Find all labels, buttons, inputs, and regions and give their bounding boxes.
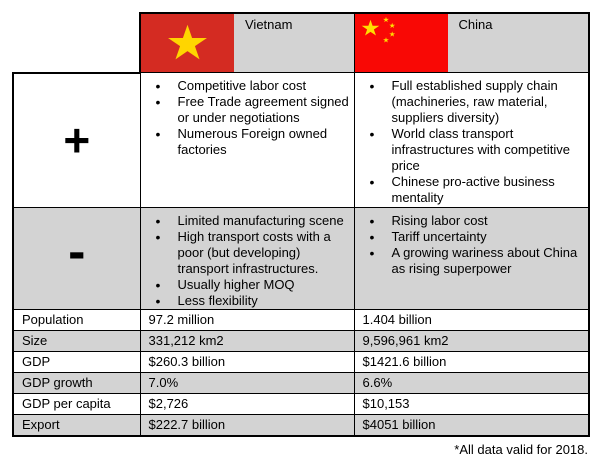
stat-value-vietnam: $222.7 billion [139, 413, 355, 437]
china-cons-list: Rising labor cost Tariff uncertainty A g… [355, 213, 587, 277]
table-row-size: Size 331,212 km2 9,596,961 km2 [12, 329, 590, 352]
list-item: Less flexibility [154, 293, 350, 309]
stat-label: Export [12, 413, 141, 437]
vietnam-pros-list: Competitive labor cost Free Trade agreem… [141, 78, 353, 158]
vietnam-cons-list: Limited manufacturing scene High transpo… [141, 213, 353, 309]
plus-sign: + [63, 114, 91, 166]
list-item: Tariff uncertainty [368, 229, 585, 245]
china-pros-list: Full established supply chain (machineri… [355, 78, 587, 206]
stat-value-vietnam: $2,726 [139, 392, 355, 415]
stat-value-china: $4051 billion [353, 413, 590, 437]
vietnam-china-comparison-table: Vietnam China + Competi [12, 12, 590, 437]
table-row-population: Population 97.2 million 1.404 billion [12, 308, 590, 331]
stat-value-china: 6.6% [353, 371, 590, 394]
stat-value-vietnam: 97.2 million [139, 308, 355, 331]
stat-label: Size [12, 329, 141, 352]
plus-sign-cell: + [12, 71, 141, 208]
minus-sign: - [68, 223, 86, 281]
stat-value-china: $10,153 [353, 392, 590, 415]
list-item: High transport costs with a poor (but de… [154, 229, 350, 277]
data-validity-footnote: *All data valid for 2018. [454, 441, 588, 457]
list-item: World class transport infrastructures wi… [368, 126, 585, 174]
china-flag-icon [355, 14, 448, 72]
minus-sign-cell: - [12, 206, 141, 310]
table-row-gdp: GDP $260.3 billion $1421.6 billion [12, 350, 590, 373]
table-row-gdp-growth: GDP growth 7.0% 6.6% [12, 371, 590, 394]
list-item: Full established supply chain (machineri… [368, 78, 585, 126]
china-cons-cell: Rising labor cost Tariff uncertainty A g… [353, 206, 590, 310]
list-item: Limited manufacturing scene [154, 213, 350, 229]
list-item: Numerous Foreign owned factories [154, 126, 350, 158]
list-item: Rising labor cost [368, 213, 585, 229]
vietnam-cons-cell: Limited manufacturing scene High transpo… [139, 206, 355, 310]
stat-value-china: 1.404 billion [353, 308, 590, 331]
stat-value-china: $1421.6 billion [353, 350, 590, 373]
china-pros-cell: Full established supply chain (machineri… [353, 72, 590, 208]
cons-row: - Limited manufacturing scene High trans… [12, 206, 590, 310]
stat-value-vietnam: 7.0% [139, 371, 355, 394]
stat-value-vietnam: 331,212 km2 [139, 329, 355, 352]
stat-label: GDP growth [12, 371, 141, 394]
china-header-cell: China [353, 12, 590, 73]
vietnam-flag-icon [142, 14, 234, 72]
corner-empty-cell [13, 13, 140, 73]
stat-label: GDP [12, 350, 141, 373]
china-column-label: China [458, 17, 493, 32]
vietnam-column-label: Vietnam [245, 17, 293, 32]
pros-row: + Competitive labor cost Free Trade agre… [12, 71, 590, 208]
table-row-gdp-per-capita: GDP per capita $2,726 $10,153 [12, 392, 590, 415]
stat-label: GDP per capita [12, 392, 141, 415]
list-item: Competitive labor cost [154, 78, 350, 94]
list-item: Usually higher MOQ [154, 277, 350, 293]
list-item: Free Trade agreement signed or under neg… [154, 94, 350, 126]
stat-value-vietnam: $260.3 billion [139, 350, 355, 373]
table-row-export: Export $222.7 billion $4051 billion [12, 413, 590, 437]
header-row: Vietnam China [13, 12, 590, 73]
list-item: Chinese pro-active business mentality [368, 174, 585, 206]
vietnam-header-cell: Vietnam [139, 12, 355, 73]
stat-label: Population [12, 308, 141, 331]
vietnam-pros-cell: Competitive labor cost Free Trade agreem… [139, 72, 355, 208]
stat-value-china: 9,596,961 km2 [353, 329, 590, 352]
list-item: A growing wariness about China as rising… [368, 245, 585, 277]
